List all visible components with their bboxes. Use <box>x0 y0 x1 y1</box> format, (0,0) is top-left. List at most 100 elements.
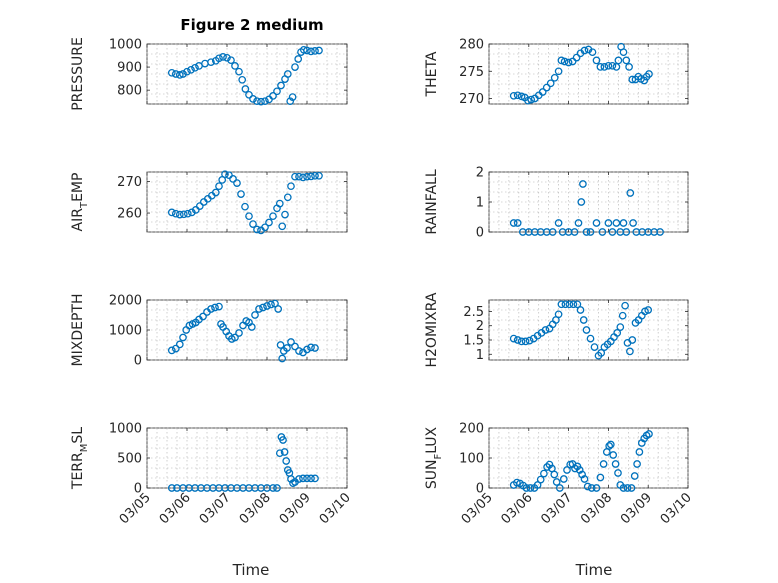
data-point <box>548 228 557 236</box>
data-point <box>536 475 545 484</box>
subplot-5: 0 1000 2000 MIXDEPTH <box>70 294 348 369</box>
y-tick-label: 0 <box>476 226 484 241</box>
data-point <box>219 53 227 61</box>
data-point <box>608 228 617 236</box>
data-point <box>295 347 303 355</box>
data-point <box>619 48 628 57</box>
data-point <box>561 300 570 309</box>
data-point <box>183 67 191 76</box>
data-point <box>513 478 521 487</box>
y-tick-label: 500 <box>117 452 142 467</box>
y-tick-label: 2000 <box>109 294 142 309</box>
data-point <box>583 482 592 491</box>
data-point <box>587 484 596 492</box>
data-point <box>618 311 627 320</box>
x-axis-label-right: Time <box>575 561 613 579</box>
grid-4 <box>488 171 689 233</box>
data-point <box>565 300 574 309</box>
data-point <box>241 85 250 93</box>
subplot-6: 11.522.5 H2OMIXRA <box>424 292 689 368</box>
data-point <box>564 58 573 67</box>
y-tick-label: 1000 <box>109 38 142 53</box>
data-point <box>614 56 623 65</box>
subplot-2: 270 275 280 THETA <box>424 38 689 107</box>
y-axis-label-8: SUNFLUX <box>424 426 444 489</box>
data-point <box>235 67 243 76</box>
data-point <box>303 46 311 55</box>
data-point <box>315 46 323 55</box>
x-tick-label: 03/10 <box>658 490 695 527</box>
data-point <box>269 212 277 221</box>
grid-5 <box>146 299 348 361</box>
y-axis-label-4: RAINFALL <box>424 169 440 234</box>
data-point <box>183 209 192 218</box>
grid-7 <box>146 427 348 489</box>
data-point <box>513 91 522 100</box>
data-point <box>640 76 649 85</box>
data-point <box>311 47 319 55</box>
data-point <box>288 93 297 101</box>
data-point <box>253 97 261 106</box>
x-tick-label: 03/09 <box>618 490 655 527</box>
data-point <box>299 474 307 483</box>
data-point <box>175 71 184 79</box>
data-point <box>625 63 633 71</box>
data-point <box>572 53 581 62</box>
data-point <box>605 442 614 450</box>
data-point <box>612 219 621 227</box>
data-point <box>245 90 253 99</box>
data-point <box>227 56 235 65</box>
data-point <box>521 337 530 346</box>
data-point <box>187 65 195 74</box>
data-point <box>582 326 591 334</box>
x-tick-label: 03/09 <box>277 490 314 527</box>
data-point <box>211 303 219 312</box>
data-point <box>568 57 577 66</box>
y-tick-label: 275 <box>459 65 484 80</box>
x-tick-label: 03/07 <box>538 490 575 527</box>
data-point <box>175 210 184 219</box>
data-point <box>223 53 231 62</box>
data-point <box>626 189 635 197</box>
data-point <box>513 336 522 344</box>
data-point <box>550 470 559 479</box>
data-point <box>273 87 281 96</box>
data-point <box>257 97 265 106</box>
data-point <box>241 202 249 211</box>
data-point <box>179 333 187 342</box>
data-point <box>233 179 241 187</box>
x-axis-label-left: Time <box>232 561 270 579</box>
data-point <box>613 329 622 337</box>
data-point <box>611 460 620 468</box>
data-point <box>287 338 295 346</box>
x-tick-label: 03/08 <box>578 490 615 527</box>
data-point <box>563 466 571 474</box>
data-point <box>586 228 595 236</box>
data-point <box>552 478 561 486</box>
data-point <box>606 440 615 449</box>
data-point <box>271 299 279 308</box>
data-point <box>167 484 176 492</box>
data-point <box>543 463 551 471</box>
data-point <box>590 343 599 351</box>
data-point <box>619 484 628 492</box>
data-point <box>207 305 215 313</box>
data-point <box>283 70 292 78</box>
y-tick-label: 800 <box>117 84 142 99</box>
data-point <box>273 484 281 492</box>
data-point <box>604 219 613 227</box>
data-point <box>171 70 180 78</box>
data-point <box>612 63 621 71</box>
grid-2 <box>488 43 689 105</box>
figure-title: Figure 2 medium <box>180 16 323 34</box>
data-point <box>249 220 257 228</box>
data-point <box>554 67 563 76</box>
data-point <box>175 340 184 349</box>
data-point <box>586 334 595 343</box>
data-point <box>554 310 563 319</box>
data-point <box>588 48 597 57</box>
y-axis-label-2: THETA <box>424 51 440 97</box>
data-point <box>526 484 535 492</box>
